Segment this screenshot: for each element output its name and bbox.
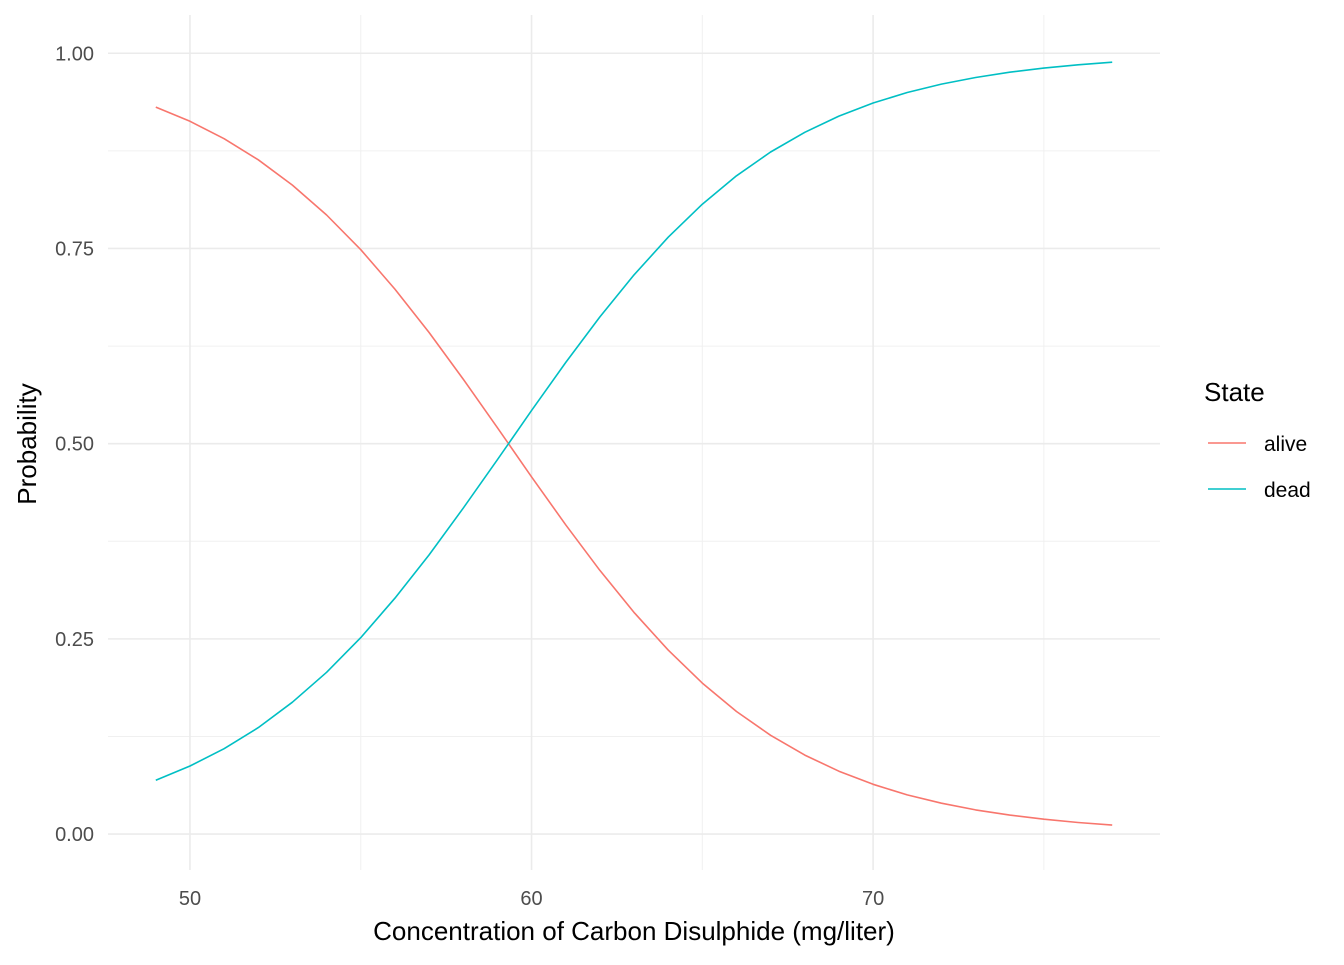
series-lines: [155, 61, 1113, 826]
series-line-dead: [155, 61, 1113, 781]
x-tick-label: 60: [520, 888, 542, 910]
x-tick-label: 70: [862, 888, 884, 910]
x-tick-label: 50: [179, 888, 201, 910]
y-tick-label: 0.00: [55, 824, 94, 846]
y-tick-label: 0.50: [55, 434, 94, 456]
x-axis-title: Concentration of Carbon Disulphide (mg/l…: [373, 916, 895, 946]
y-tick-label: 0.75: [55, 238, 94, 260]
legend-label-alive: alive: [1264, 433, 1307, 456]
y-tick-label: 1.00: [55, 43, 94, 65]
legend-label-dead: dead: [1264, 479, 1311, 502]
y-axis-title: Probability: [12, 383, 42, 504]
tick-labels: 50 60 70 0.00 0.25 0.50 0.75 1.00: [55, 43, 884, 910]
grid: [108, 15, 1160, 870]
series-line-alive: [155, 106, 1113, 826]
legend: State alive dead: [1204, 377, 1311, 502]
legend-title: State: [1204, 377, 1265, 407]
y-tick-label: 0.25: [55, 629, 94, 651]
